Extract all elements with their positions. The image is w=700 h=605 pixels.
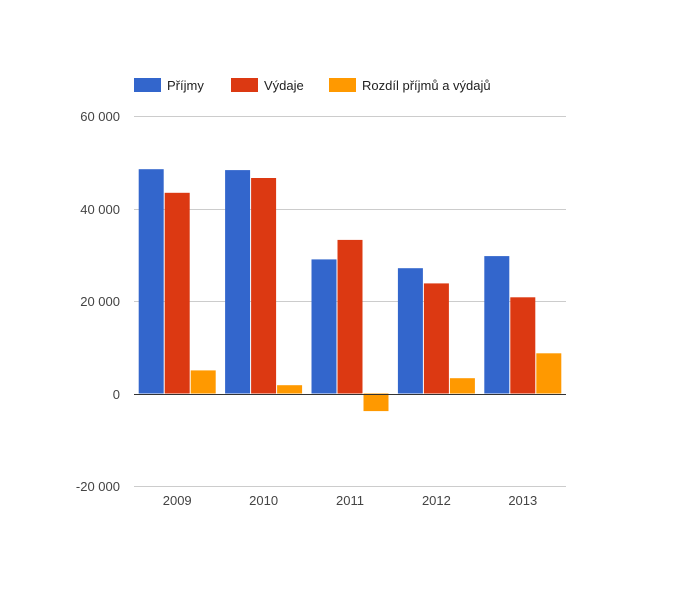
legend-item[interactable]: Výdaje xyxy=(231,78,304,93)
bar-2010-series-0 xyxy=(225,170,251,394)
x-tick-label: 2013 xyxy=(508,493,537,508)
y-tick-label: 40 000 xyxy=(80,202,120,217)
bar-2009-series-0 xyxy=(138,169,164,394)
bar-2011-series-2 xyxy=(363,393,389,412)
legend-item[interactable]: Rozdíl příjmů a výdajů xyxy=(329,78,491,93)
y-axis-tick-labels: 60 000 40 000 20 000 0 -20 000 xyxy=(76,109,120,494)
bar-2013-series-2 xyxy=(536,353,562,394)
x-tick-label: 2012 xyxy=(422,493,451,508)
y-tick-label: 60 000 xyxy=(80,109,120,124)
bar-2013-series-0 xyxy=(484,256,510,394)
x-tick-label: 2011 xyxy=(336,493,364,508)
legend-swatch xyxy=(134,78,161,92)
bar-2012-series-2 xyxy=(449,378,475,394)
bar-2009-series-2 xyxy=(190,370,216,394)
bar-2010-series-2 xyxy=(277,385,303,394)
y-tick-label: -20 000 xyxy=(76,479,120,494)
bar-2009-series-1 xyxy=(164,192,190,394)
y-tick-label: 0 xyxy=(113,387,120,402)
bar-2011-series-1 xyxy=(337,239,363,394)
legend-swatch xyxy=(231,78,258,92)
legend-item[interactable]: Příjmy xyxy=(134,78,204,93)
bar-2013-series-1 xyxy=(510,297,536,394)
legend-label: Výdaje xyxy=(264,78,304,93)
x-tick-label: 2010 xyxy=(249,493,278,508)
x-tick-label: 2009 xyxy=(163,493,192,508)
bars xyxy=(138,169,562,412)
bar-2012-series-0 xyxy=(397,268,423,394)
x-axis-tick-labels: 2009 2010 2011 2012 2013 xyxy=(163,493,538,508)
y-tick-label: 20 000 xyxy=(80,294,120,309)
legend: Příjmy Výdaje Rozdíl příjmů a výdajů xyxy=(134,78,491,93)
bar-2010-series-1 xyxy=(251,178,277,394)
legend-swatch xyxy=(329,78,356,92)
bar-2012-series-1 xyxy=(423,283,449,394)
bar-2011-series-0 xyxy=(311,259,337,394)
legend-label: Rozdíl příjmů a výdajů xyxy=(362,78,491,93)
legend-label: Příjmy xyxy=(167,78,204,93)
